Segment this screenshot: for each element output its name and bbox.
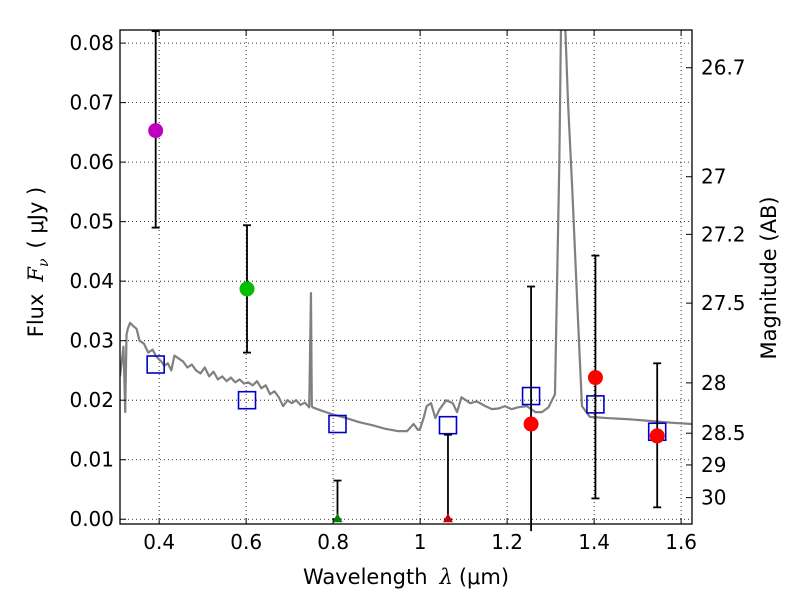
grid-layer xyxy=(120,30,692,524)
tick-layer: 0.4 0.6 0.8 1 1.2 1.4 1.6 0.00 0.01 0.02 0.03 0.04 0… xyxy=(69,30,746,554)
y-tick-label: 0.00 xyxy=(69,507,114,531)
magnitude-tick-label: 29 xyxy=(701,453,726,477)
magnitude-tick-label: 27.2 xyxy=(701,222,746,246)
magnitude-tick-label: 27.5 xyxy=(701,291,746,315)
model-photometry-square xyxy=(438,415,458,435)
upper-limit-marker xyxy=(332,513,343,523)
x-tick-label: 1.6 xyxy=(665,530,697,554)
magnitude-axis-label: Magnitude (AB) xyxy=(757,196,781,359)
x-tick-label: 0.8 xyxy=(317,530,349,554)
x-tick-label: 0.6 xyxy=(230,530,262,554)
magnitude-tick-label: 28 xyxy=(701,371,726,395)
y-tick-label: 0.04 xyxy=(69,269,114,293)
x-axis-label: Wavelength λ (μm) xyxy=(303,565,509,589)
y-tick-label: 0.07 xyxy=(69,91,114,115)
observed-flux-point xyxy=(239,281,255,297)
model-photometry-square xyxy=(237,390,257,410)
magnitude-tick-label: 28.5 xyxy=(701,421,746,445)
x-tick-label: 1.4 xyxy=(578,530,610,554)
y-tick-label: 0.02 xyxy=(69,388,114,412)
upper-limit-marker xyxy=(442,513,453,523)
observed-flux-point xyxy=(523,416,539,432)
magnitude-tick-label: 27 xyxy=(701,165,726,189)
observed-flux-point xyxy=(649,428,665,444)
y-tick-label: 0.03 xyxy=(69,329,114,353)
y-tick-label: 0.05 xyxy=(69,210,114,234)
sed-model-line xyxy=(120,30,692,433)
plot-frame xyxy=(119,29,693,525)
model-photometry-layer xyxy=(146,355,667,442)
observed-flux-point xyxy=(148,123,164,139)
x-tick-label: 1.2 xyxy=(491,530,523,554)
sed-layer xyxy=(120,30,692,433)
magnitude-tick-label: 30 xyxy=(701,486,726,510)
observed-flux-point xyxy=(587,370,603,386)
y-tick-label: 0.08 xyxy=(69,31,114,55)
y-axis-label: FluxFν( μJy ) xyxy=(24,187,52,337)
observed-photometry-layer xyxy=(148,30,665,532)
model-photometry-square xyxy=(328,414,347,434)
y-tick-label: 0.01 xyxy=(69,448,114,472)
x-tick-label: 0.4 xyxy=(143,530,175,554)
x-tick-label: 1 xyxy=(414,530,427,554)
y-tick-label: 0.06 xyxy=(69,150,114,174)
magnitude-tick-label: 26.7 xyxy=(701,56,746,80)
model-photometry-square xyxy=(146,355,165,374)
